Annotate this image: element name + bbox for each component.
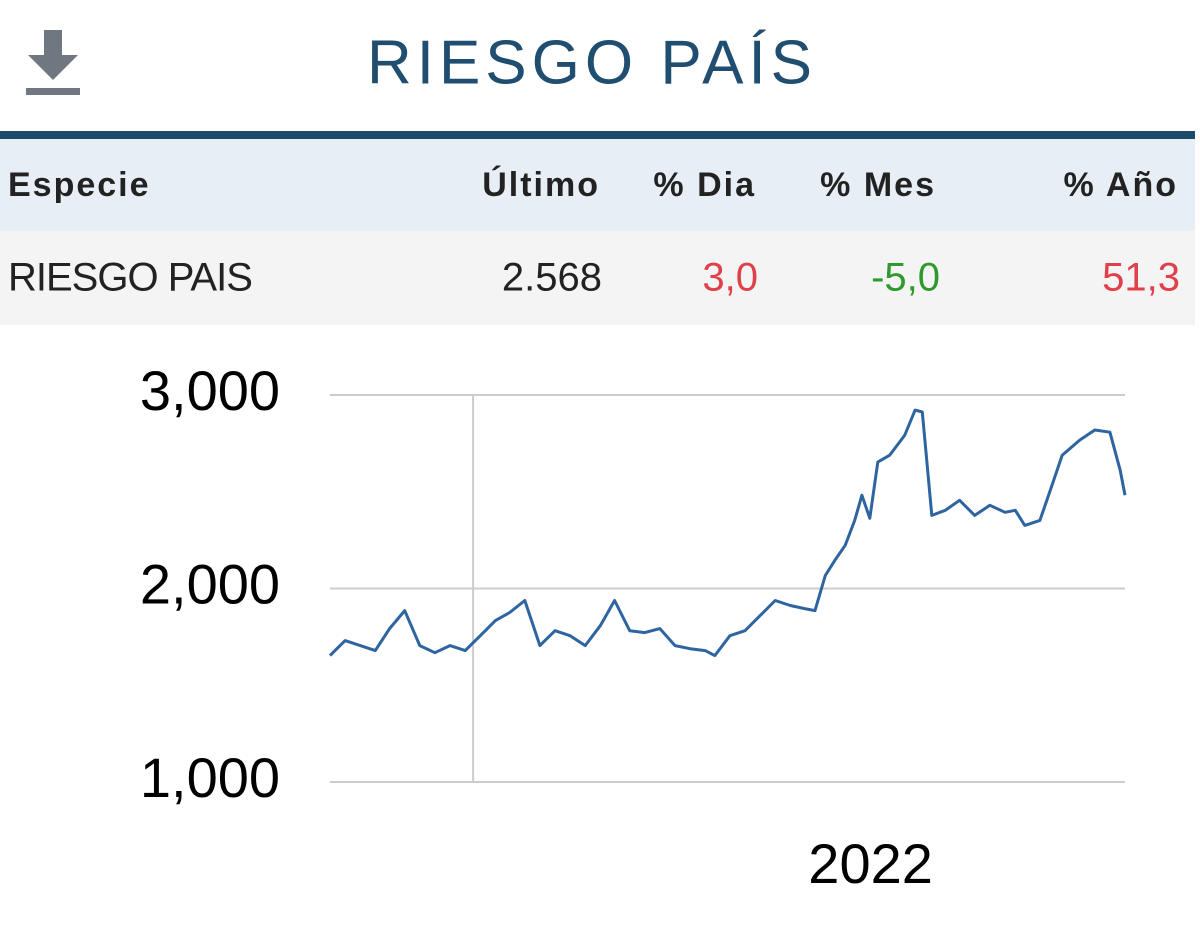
x-tick-label: 2022 bbox=[808, 832, 933, 895]
y-tick-label: 3,000 bbox=[140, 359, 280, 422]
col-header: Último bbox=[482, 166, 600, 204]
title: RIESGO PAÍS bbox=[367, 28, 817, 97]
cell: RIESGO PAIS bbox=[8, 256, 252, 300]
col-header: % Mes bbox=[820, 166, 936, 204]
cell: 51,3 bbox=[1102, 256, 1180, 300]
col-header: Especie bbox=[8, 166, 151, 204]
cell: 2.568 bbox=[502, 256, 602, 300]
line-series bbox=[328, 408, 1127, 658]
plot: 1,000 2,000 3,000 2022 bbox=[140, 359, 1127, 895]
table-row bbox=[0, 231, 1195, 325]
col-header: % Año bbox=[1063, 166, 1178, 204]
cell: -5,0 bbox=[871, 256, 940, 300]
col-header: % Dia bbox=[653, 166, 756, 204]
download-icon[interactable] bbox=[26, 30, 80, 95]
y-tick-label: 1,000 bbox=[140, 746, 280, 809]
title-rule bbox=[0, 131, 1195, 139]
cell: 3,0 bbox=[702, 256, 758, 300]
y-tick-label: 2,000 bbox=[140, 552, 280, 615]
table-header bbox=[0, 139, 1195, 231]
